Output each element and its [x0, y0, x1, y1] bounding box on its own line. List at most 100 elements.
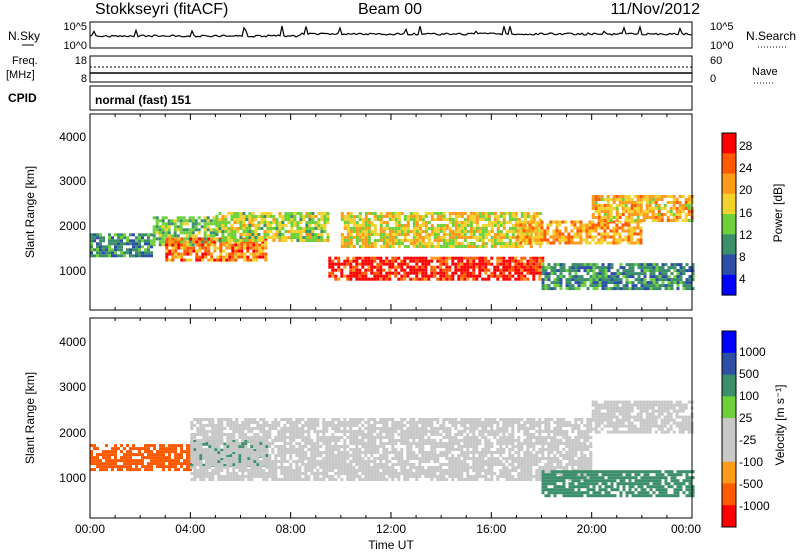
power-cell	[517, 259, 521, 263]
power-cell	[424, 236, 428, 239]
power-cell	[212, 228, 216, 232]
velocity-cell	[442, 427, 446, 430]
velocity-cell	[400, 448, 404, 451]
power-cell	[364, 230, 368, 233]
power-cell	[463, 230, 467, 233]
power-cell	[415, 277, 419, 281]
velocity-cell	[358, 442, 362, 445]
power-cell	[472, 227, 476, 230]
power-cell	[391, 245, 395, 248]
power-cell	[642, 195, 646, 198]
power-cell	[221, 215, 225, 218]
velocity-cell	[460, 421, 464, 424]
power-cell	[615, 229, 619, 233]
power-cell	[117, 254, 120, 258]
velocity-cell	[331, 418, 335, 421]
velocity-cell	[412, 418, 416, 421]
power-cell	[520, 245, 524, 248]
velocity-cell	[334, 448, 338, 451]
velocity-cell	[226, 448, 230, 451]
velocity-cell	[265, 442, 269, 445]
power-cell	[595, 263, 599, 267]
velocity-cell	[301, 439, 305, 442]
velocity-cell	[205, 454, 209, 457]
power-cell	[675, 216, 679, 219]
velocity-cell	[250, 478, 254, 481]
power-cell	[331, 262, 335, 266]
power-cell	[385, 236, 389, 239]
power-cell	[657, 204, 661, 207]
velocity-cell	[268, 433, 272, 436]
velocity-cell	[415, 469, 419, 472]
power-cell	[174, 246, 178, 250]
velocity-cell	[280, 445, 284, 448]
power-cell	[519, 235, 523, 239]
power-cell	[625, 263, 629, 267]
power-cell	[612, 241, 616, 245]
power-cell	[251, 224, 255, 227]
power-cell	[155, 228, 159, 232]
power-cell	[346, 242, 350, 245]
velocity-cell	[247, 469, 251, 472]
velocity-cell	[352, 472, 356, 475]
freq-left-label-1: Freq.	[12, 55, 38, 67]
velocity-cell	[205, 469, 209, 472]
velocity-cell	[400, 433, 404, 436]
power-cell	[448, 218, 452, 221]
power-cell	[436, 242, 440, 245]
velocity-cell	[352, 442, 356, 445]
velocity-cell	[132, 462, 135, 466]
velocity-cell	[265, 439, 269, 442]
power-cell	[532, 268, 536, 272]
power-cell	[418, 268, 422, 272]
velocity-cell	[186, 456, 189, 460]
velocity-cell	[457, 433, 461, 436]
velocity-cell	[505, 478, 509, 481]
power-cell	[526, 265, 530, 269]
velocity-cell	[370, 424, 374, 427]
power-cell	[571, 263, 575, 267]
power-cell	[173, 228, 177, 232]
power-cell	[388, 239, 392, 242]
power-cell	[179, 240, 183, 244]
velocity-cell	[262, 472, 266, 475]
velocity-cell	[487, 451, 491, 454]
power-cell	[415, 256, 419, 260]
velocity-cell	[211, 424, 215, 427]
power-cell	[379, 271, 383, 275]
velocity-cell	[235, 427, 239, 430]
power-cell	[436, 212, 440, 215]
velocity-cell	[463, 424, 467, 427]
power-cell	[603, 207, 607, 210]
sky-count-line	[89, 24, 692, 38]
velocity-cell	[508, 448, 512, 451]
velocity-cell	[313, 424, 317, 427]
power-cell	[493, 268, 497, 272]
velocity-cell	[220, 460, 224, 463]
power-cell	[243, 255, 247, 259]
power-cell	[320, 233, 324, 236]
power-cell	[624, 198, 628, 201]
power-cell	[442, 224, 446, 227]
power-cell	[577, 287, 581, 291]
power-cell	[457, 224, 461, 227]
power-cell	[478, 233, 482, 236]
power-cell	[442, 212, 446, 215]
power-cell	[618, 216, 622, 219]
power-cell	[678, 207, 682, 210]
power-cell	[346, 218, 350, 221]
power-cell	[505, 242, 509, 245]
power-cell	[400, 274, 404, 278]
power-cell	[457, 221, 461, 224]
velocity-cell	[262, 451, 266, 454]
power-cell	[610, 287, 614, 291]
power-cell	[236, 212, 240, 215]
velocity-cell	[454, 418, 458, 421]
velocity-cell	[466, 448, 470, 451]
power-cell	[684, 204, 688, 207]
velocity-cell	[361, 442, 365, 445]
power-cell	[583, 278, 587, 282]
power-cell	[96, 248, 99, 252]
velocity-cell	[436, 466, 440, 469]
velocity-cell	[436, 430, 440, 433]
